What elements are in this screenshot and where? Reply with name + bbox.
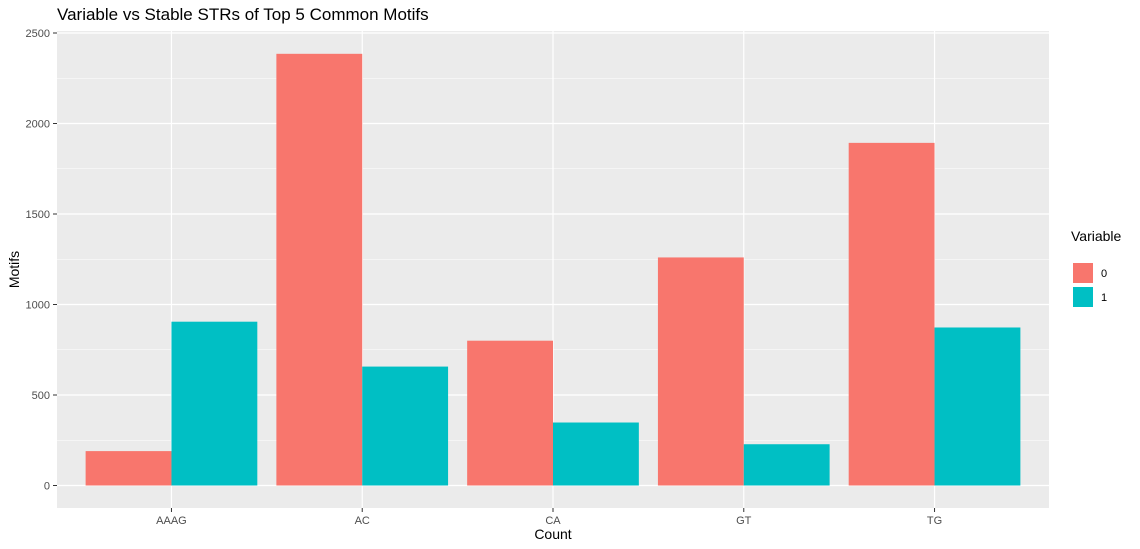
y-tick-label: 0 bbox=[44, 481, 50, 493]
y-tick-label: 1500 bbox=[26, 209, 50, 221]
legend-title: Variable bbox=[1071, 228, 1122, 244]
legend-label-0: 0 bbox=[1101, 268, 1107, 280]
x-tick-label: CA bbox=[545, 515, 561, 527]
bars-group bbox=[85, 53, 1021, 486]
legend-key-0 bbox=[1073, 263, 1093, 283]
y-tick-label: 1000 bbox=[26, 300, 50, 312]
y-tick-label: 2000 bbox=[26, 119, 50, 131]
y-tick-label: 500 bbox=[32, 390, 50, 402]
bar-AAAG-series-1 bbox=[171, 321, 258, 486]
bar-GT-series-1 bbox=[743, 444, 830, 486]
x-axis-title: Count bbox=[534, 526, 571, 542]
bar-AC-series-0 bbox=[276, 53, 363, 486]
x-tick-label: GT bbox=[736, 515, 752, 527]
bar-TG-series-1 bbox=[934, 327, 1021, 486]
legend-label-1: 1 bbox=[1101, 292, 1107, 304]
chart-title: Variable vs Stable STRs of Top 5 Common … bbox=[57, 5, 429, 24]
y-tick-label: 2500 bbox=[26, 28, 50, 40]
bar-CA-series-0 bbox=[467, 340, 553, 486]
x-tick-label: TG bbox=[927, 515, 942, 527]
x-tick-label: AC bbox=[355, 515, 370, 527]
bar-AAAG-series-0 bbox=[85, 451, 172, 486]
legend: Variable 0 1 bbox=[1071, 228, 1122, 307]
bar-GT-series-0 bbox=[657, 257, 744, 486]
legend-key-1 bbox=[1073, 287, 1093, 307]
y-axis: 0 500 1000 1500 2000 2500 bbox=[26, 28, 57, 493]
x-axis: AAAG AC CA GT TG bbox=[156, 508, 942, 527]
x-tick-label: AAAG bbox=[156, 515, 187, 527]
bar-TG-series-0 bbox=[848, 142, 935, 486]
bar-AC-series-1 bbox=[362, 366, 449, 486]
y-axis-title: Motifs bbox=[6, 251, 22, 288]
bar-CA-series-1 bbox=[553, 422, 639, 486]
